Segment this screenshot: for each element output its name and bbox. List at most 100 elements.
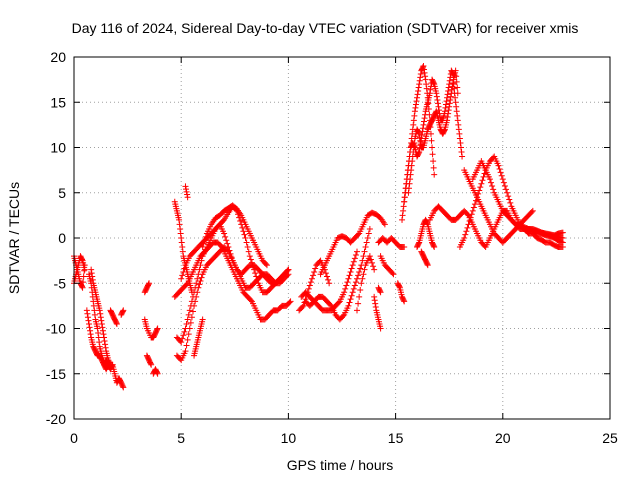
data-point: [400, 297, 407, 304]
data-point: [452, 99, 459, 106]
data-point: [179, 272, 186, 279]
data-point: [184, 194, 191, 201]
data-point: [184, 336, 191, 343]
data-point: [408, 162, 415, 169]
data-point: [178, 339, 185, 346]
data-point: [366, 225, 373, 232]
y-axis-label: SDTVAR / TECUs: [6, 182, 22, 294]
data-point: [183, 281, 190, 288]
data-point: [417, 141, 424, 148]
data-point: [469, 207, 476, 214]
data-point: [287, 298, 294, 305]
data-point: [307, 279, 314, 286]
data-point: [444, 94, 451, 101]
data-point: [529, 207, 536, 214]
y-tick-label: -15: [46, 366, 66, 382]
series-arc-22: [302, 225, 373, 323]
data-point: [453, 108, 460, 115]
data-point: [285, 266, 292, 273]
data-point: [401, 194, 408, 201]
data-point: [415, 84, 422, 91]
series-arc-30: [394, 280, 408, 305]
data-point: [79, 256, 86, 263]
data-point: [154, 370, 161, 377]
data-point: [369, 259, 376, 266]
data-point: [88, 266, 95, 273]
data-point: [198, 257, 205, 264]
data-point: [413, 98, 420, 105]
series-arc-08: [118, 307, 127, 318]
data-point: [371, 297, 378, 304]
data-point: [352, 251, 359, 258]
data-point: [180, 268, 187, 275]
x-tick-label: 0: [70, 430, 78, 446]
data-point: [360, 253, 367, 260]
data-point: [454, 84, 461, 91]
data-point: [377, 289, 384, 296]
data-point: [183, 342, 190, 349]
data-point: [416, 149, 423, 156]
data-point: [96, 339, 103, 346]
data-point: [415, 240, 422, 247]
data-point: [434, 96, 441, 103]
data-point: [305, 285, 312, 292]
data-point: [452, 67, 459, 74]
data-point: [433, 93, 440, 100]
data-point: [371, 293, 378, 300]
data-point: [426, 90, 433, 97]
data-point: [355, 231, 362, 238]
data-point: [223, 237, 230, 244]
data-point: [505, 193, 512, 200]
data-point: [344, 279, 351, 286]
data-point: [341, 289, 348, 296]
data-point: [454, 112, 461, 119]
series-arc-34: [450, 81, 466, 160]
data-point: [456, 130, 463, 137]
data-point: [490, 186, 497, 193]
data-point: [407, 176, 414, 183]
data-point: [444, 117, 451, 124]
data-point: [101, 337, 108, 344]
data-point: [119, 383, 126, 390]
series-arc-25: [354, 253, 378, 314]
data-point: [198, 274, 205, 281]
data-point: [355, 300, 362, 307]
data-point: [451, 85, 458, 92]
data-point: [342, 285, 349, 292]
data-point: [199, 316, 206, 323]
data-point: [423, 81, 430, 88]
data-point: [325, 276, 332, 283]
data-point: [303, 292, 310, 299]
data-point: [176, 216, 183, 223]
data-point: [445, 110, 452, 117]
data-point: [422, 111, 429, 118]
data-point: [359, 275, 366, 282]
data-point: [120, 307, 127, 314]
y-tick-label: -20: [46, 411, 66, 427]
series-arc-07: [107, 307, 120, 327]
data-point: [154, 325, 161, 332]
data-point: [306, 282, 313, 289]
data-point: [179, 244, 186, 251]
data-point: [416, 81, 423, 88]
data-point: [468, 211, 475, 218]
data-point: [528, 208, 535, 215]
series-arc-11: [143, 352, 155, 368]
data-point: [499, 176, 506, 183]
data-point: [119, 308, 126, 315]
data-point: [415, 87, 422, 94]
data-point: [423, 85, 430, 92]
data-point: [455, 126, 462, 133]
data-point: [415, 129, 422, 136]
data-point: [504, 189, 511, 196]
series-arc-35: [414, 216, 438, 251]
data-point: [301, 299, 308, 306]
data-point: [453, 103, 460, 110]
data-point: [454, 117, 461, 124]
data-point: [559, 229, 566, 236]
data-point: [86, 324, 93, 331]
data-point: [412, 104, 419, 111]
data-point: [311, 268, 318, 275]
data-point: [310, 272, 317, 279]
